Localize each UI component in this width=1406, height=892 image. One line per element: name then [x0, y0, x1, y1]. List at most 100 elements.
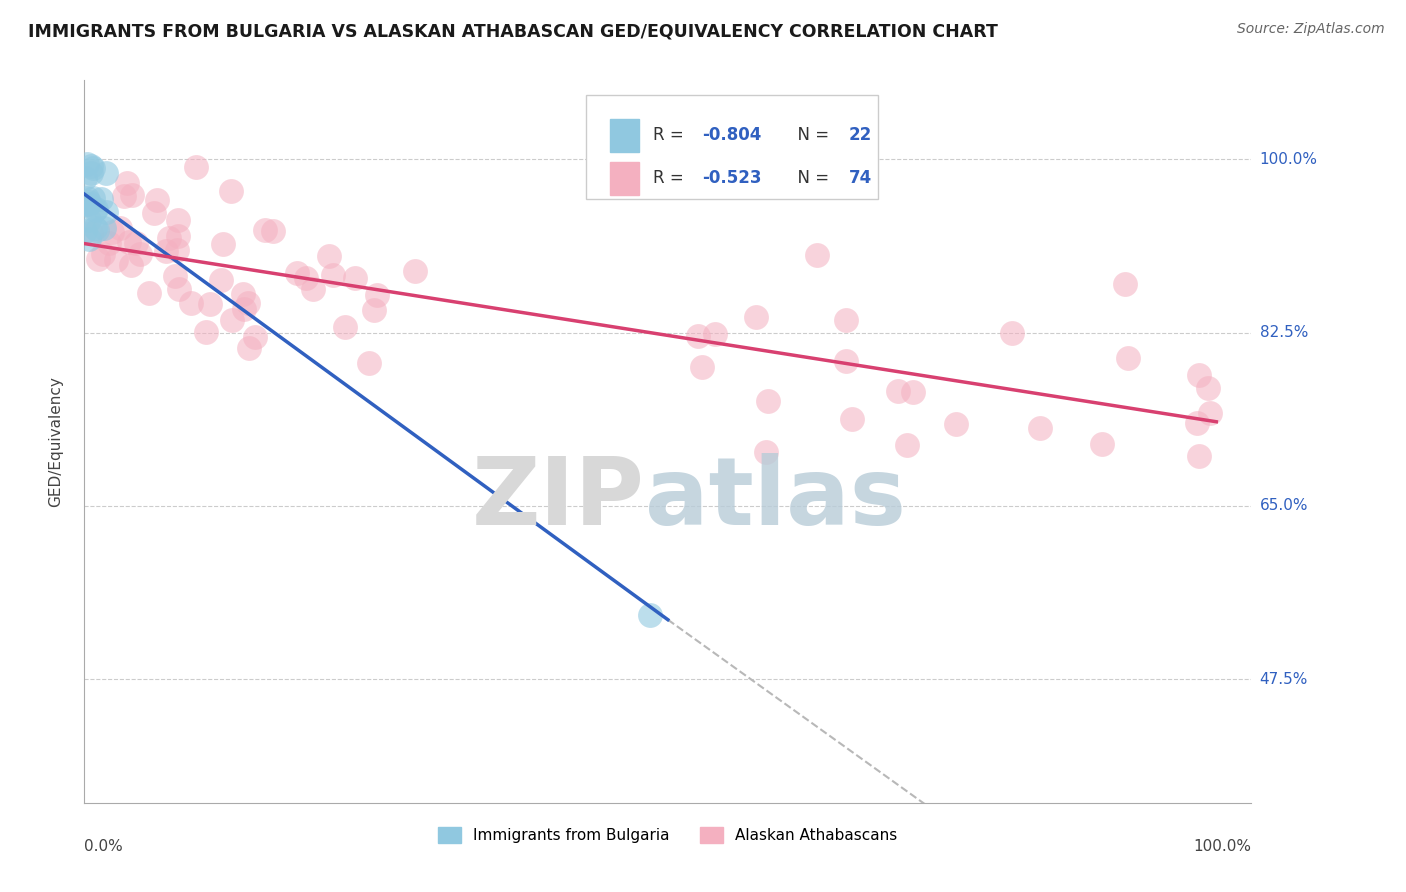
Point	[79, 159, 101, 173]
Point	[238, 341, 260, 355]
Point	[84, 220, 107, 235]
Text: ZIP: ZIP	[471, 453, 644, 545]
Point	[903, 384, 925, 399]
Point	[166, 243, 188, 257]
Bar	[610, 162, 638, 194]
Point	[84, 202, 107, 217]
Point	[138, 286, 160, 301]
Point	[1116, 351, 1139, 366]
Point	[155, 244, 177, 259]
Point	[211, 273, 233, 287]
Point	[640, 607, 662, 622]
Point	[295, 271, 318, 285]
Point	[755, 445, 778, 459]
Point	[1188, 449, 1211, 463]
Bar	[610, 120, 638, 152]
Point	[745, 310, 768, 324]
Point	[128, 246, 150, 260]
Point	[165, 268, 187, 283]
Point	[322, 268, 344, 283]
Point	[76, 157, 98, 171]
Text: 100.0%: 100.0%	[1194, 838, 1251, 854]
Point	[404, 264, 426, 278]
Point	[101, 226, 124, 240]
Point	[115, 177, 138, 191]
Point	[121, 188, 143, 202]
Point	[366, 288, 388, 302]
Text: R =: R =	[652, 169, 689, 187]
Point	[692, 360, 714, 375]
Point	[232, 286, 254, 301]
Point	[1197, 381, 1219, 395]
Point	[363, 302, 385, 317]
Point	[212, 237, 235, 252]
Point	[1185, 416, 1208, 430]
Text: Source: ZipAtlas.com: Source: ZipAtlas.com	[1237, 22, 1385, 37]
Text: 0.0%: 0.0%	[84, 838, 124, 854]
Point	[91, 247, 114, 261]
Point	[76, 191, 98, 205]
Point	[82, 161, 104, 175]
Point	[94, 205, 117, 219]
Point	[80, 226, 103, 240]
Point	[301, 282, 323, 296]
Point	[835, 312, 858, 326]
Point	[104, 252, 127, 267]
Point	[1114, 277, 1136, 292]
Text: N =: N =	[787, 127, 834, 145]
Point	[94, 166, 117, 180]
Text: 82.5%: 82.5%	[1260, 326, 1308, 340]
Point	[125, 236, 148, 251]
Point	[688, 329, 710, 343]
Point	[167, 213, 190, 227]
Point	[243, 330, 266, 344]
Point	[1188, 368, 1211, 383]
Point	[221, 184, 243, 198]
FancyBboxPatch shape	[586, 95, 877, 200]
Point	[318, 248, 340, 262]
Legend: Immigrants from Bulgaria, Alaskan Athabascans: Immigrants from Bulgaria, Alaskan Athaba…	[432, 822, 904, 849]
Point	[146, 193, 169, 207]
Point	[887, 384, 910, 398]
Point	[221, 313, 243, 327]
Point	[835, 354, 858, 368]
Text: 74: 74	[849, 169, 872, 187]
Text: 47.5%: 47.5%	[1260, 672, 1308, 687]
Text: N =: N =	[787, 169, 834, 187]
Point	[1091, 436, 1114, 450]
Point	[167, 282, 190, 296]
Point	[1028, 421, 1050, 435]
Text: 65.0%: 65.0%	[1260, 499, 1308, 514]
Point	[75, 224, 97, 238]
Point	[108, 220, 131, 235]
Point	[76, 197, 98, 211]
Point	[90, 192, 112, 206]
Point	[86, 222, 108, 236]
Point	[1001, 326, 1024, 340]
Point	[97, 235, 120, 250]
Text: atlas: atlas	[644, 453, 905, 545]
Point	[756, 394, 779, 409]
Text: -0.523: -0.523	[702, 169, 761, 187]
Y-axis label: GED/Equivalency: GED/Equivalency	[49, 376, 63, 507]
Point	[77, 213, 100, 227]
Text: -0.804: -0.804	[702, 127, 761, 145]
Point	[1198, 406, 1220, 420]
Point	[166, 228, 188, 243]
Point	[80, 166, 103, 180]
Point	[77, 195, 100, 210]
Point	[77, 232, 100, 246]
Point	[343, 271, 366, 285]
Point	[704, 326, 727, 341]
Point	[77, 197, 100, 211]
Point	[180, 296, 202, 310]
Point	[82, 191, 104, 205]
Point	[84, 202, 107, 216]
Text: 22: 22	[849, 127, 872, 145]
Point	[806, 248, 828, 262]
Point	[195, 325, 218, 339]
Point	[143, 205, 166, 219]
Point	[112, 188, 135, 202]
Text: 100.0%: 100.0%	[1260, 152, 1317, 167]
Point	[896, 438, 918, 452]
